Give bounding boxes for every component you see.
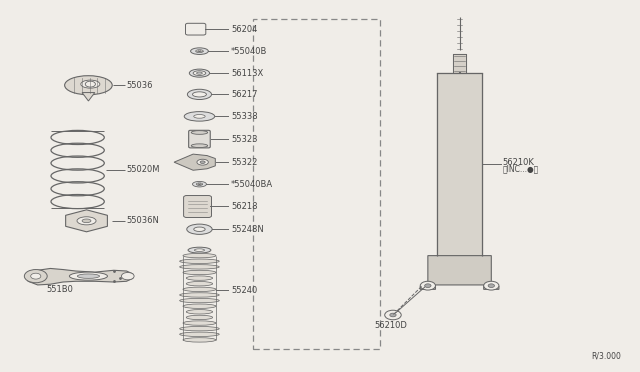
Ellipse shape	[193, 92, 207, 97]
Text: 56217: 56217	[231, 90, 258, 99]
Text: 55020M: 55020M	[127, 165, 160, 174]
Text: *55040B: *55040B	[231, 46, 268, 56]
Circle shape	[85, 81, 95, 87]
FancyBboxPatch shape	[186, 23, 206, 35]
Text: 55036: 55036	[127, 81, 153, 90]
Ellipse shape	[186, 310, 212, 314]
Ellipse shape	[194, 115, 205, 118]
Ellipse shape	[189, 69, 210, 77]
Text: 55248N: 55248N	[231, 225, 264, 234]
Ellipse shape	[82, 219, 91, 223]
Ellipse shape	[191, 48, 209, 54]
Polygon shape	[420, 256, 499, 289]
Text: 551B0: 551B0	[46, 285, 73, 294]
Circle shape	[488, 284, 495, 288]
Ellipse shape	[196, 72, 202, 74]
Ellipse shape	[183, 253, 216, 258]
Ellipse shape	[187, 224, 212, 234]
Ellipse shape	[183, 287, 216, 292]
Ellipse shape	[186, 282, 212, 286]
Circle shape	[420, 281, 435, 290]
Ellipse shape	[193, 182, 207, 187]
Ellipse shape	[180, 293, 220, 297]
Ellipse shape	[195, 249, 205, 251]
Circle shape	[122, 272, 134, 280]
Text: *55040BA: *55040BA	[231, 180, 273, 189]
Ellipse shape	[186, 276, 212, 280]
Circle shape	[390, 313, 396, 317]
Ellipse shape	[186, 315, 212, 320]
Ellipse shape	[196, 50, 204, 52]
Ellipse shape	[193, 71, 206, 76]
Circle shape	[484, 281, 499, 290]
Text: 55323: 55323	[231, 135, 258, 144]
Circle shape	[425, 284, 431, 288]
Circle shape	[31, 273, 41, 279]
Polygon shape	[27, 269, 133, 285]
Circle shape	[385, 310, 401, 320]
Ellipse shape	[191, 131, 208, 134]
Text: 55322: 55322	[231, 158, 257, 167]
Polygon shape	[174, 154, 215, 170]
Ellipse shape	[194, 227, 205, 231]
Text: 56204: 56204	[231, 25, 257, 33]
Ellipse shape	[183, 338, 216, 342]
Ellipse shape	[188, 247, 211, 253]
Text: 56218: 56218	[231, 202, 258, 211]
Text: R/3.000: R/3.000	[591, 351, 621, 360]
FancyBboxPatch shape	[189, 130, 211, 148]
Ellipse shape	[77, 217, 96, 225]
Polygon shape	[82, 93, 95, 101]
Ellipse shape	[65, 76, 112, 95]
Circle shape	[24, 270, 47, 283]
Ellipse shape	[180, 332, 220, 337]
Text: 55036N: 55036N	[127, 216, 159, 225]
Ellipse shape	[81, 80, 100, 88]
Text: 55338: 55338	[231, 112, 258, 121]
Ellipse shape	[183, 270, 216, 275]
Text: 56210K: 56210K	[502, 158, 534, 167]
Ellipse shape	[183, 321, 216, 325]
Text: 55240: 55240	[231, 286, 257, 295]
Text: 〈INC...●〉: 〈INC...●〉	[502, 164, 539, 173]
Ellipse shape	[77, 274, 100, 278]
Ellipse shape	[196, 183, 203, 186]
Ellipse shape	[200, 161, 205, 163]
Ellipse shape	[184, 112, 214, 121]
Ellipse shape	[191, 144, 208, 148]
FancyBboxPatch shape	[184, 196, 211, 218]
Ellipse shape	[183, 304, 216, 308]
Bar	[253, 19, 380, 349]
Text: 56210D: 56210D	[374, 321, 407, 330]
Ellipse shape	[188, 89, 211, 100]
Ellipse shape	[180, 327, 220, 331]
Ellipse shape	[180, 298, 220, 303]
Ellipse shape	[197, 159, 209, 165]
Text: 56113X: 56113X	[231, 69, 264, 78]
Ellipse shape	[180, 264, 220, 269]
Ellipse shape	[180, 259, 220, 263]
Ellipse shape	[69, 272, 108, 280]
Polygon shape	[66, 210, 108, 232]
